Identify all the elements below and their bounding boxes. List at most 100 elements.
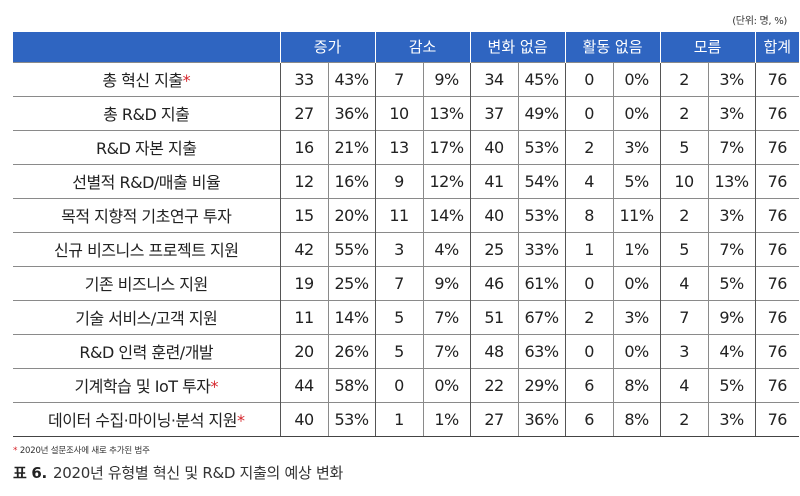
count-cell: 27: [469, 401, 519, 437]
percent-cell: 17%: [422, 129, 471, 164]
unit-label: (단위: 명, %): [732, 16, 787, 27]
count-cell: 10: [374, 95, 424, 130]
percent-cell: 14%: [422, 197, 471, 232]
caption-text: 2020년 유형별 혁신 및 R&D 지출의 예상 변화: [52, 464, 343, 482]
count-cell: 2: [659, 61, 709, 96]
count-cell: 27: [279, 95, 328, 130]
percent-cell: 3%: [707, 95, 756, 130]
count-cell: 22: [469, 367, 519, 402]
total-cell: 76: [754, 129, 800, 164]
percent-cell: 8%: [612, 367, 661, 402]
header-decrease: 감소: [374, 32, 471, 62]
count-cell: 0: [564, 95, 614, 130]
count-cell: 10: [659, 163, 709, 198]
percent-cell: 3%: [612, 129, 661, 164]
count-cell: 46: [469, 265, 519, 300]
header-label-cell: [13, 32, 280, 62]
count-cell: 16: [279, 129, 328, 164]
count-cell: 51: [469, 299, 519, 334]
percent-cell: 4%: [422, 231, 471, 266]
table-row: 기술 서비스/고객 지원 11 14% 5 7% 51 67% 2 3% 7 9% 76: [13, 299, 800, 334]
count-cell: 4: [659, 367, 709, 402]
count-cell: 1: [564, 231, 614, 266]
header-total: 합계: [754, 32, 800, 62]
caption-tag: 표 6.: [13, 464, 47, 482]
percent-cell: 0%: [612, 95, 661, 130]
percent-cell: 5%: [707, 265, 756, 300]
count-cell: 2: [564, 299, 614, 334]
count-cell: 5: [374, 299, 424, 334]
row-label-text: 신규 비즈니스 프로젝트 지원: [54, 241, 239, 260]
new-category-star: *: [182, 71, 191, 90]
percent-cell: 49%: [517, 95, 566, 130]
count-cell: 40: [469, 197, 519, 232]
count-cell: 5: [374, 333, 424, 368]
percent-cell: 1%: [422, 401, 471, 437]
percent-cell: 3%: [707, 197, 756, 232]
count-cell: 4: [659, 265, 709, 300]
row-label-text: 선별적 R&D/매출 비율: [72, 173, 221, 192]
count-cell: 11: [374, 197, 424, 232]
percent-cell: 16%: [327, 163, 376, 198]
table-row: 총 혁신 지출* 33 43% 7 9% 34 45% 0 0% 2 3% 76: [13, 61, 800, 96]
row-label: 총 R&D 지출: [13, 95, 280, 130]
percent-cell: 7%: [422, 333, 471, 368]
table-row: 신규 비즈니스 프로젝트 지원 42 55% 3 4% 25 33% 1 1% 5 7% 76: [13, 231, 800, 266]
row-label-text: 총 혁신 지출: [102, 71, 183, 90]
percent-cell: 7%: [707, 231, 756, 266]
percent-cell: 53%: [517, 197, 566, 232]
count-cell: 25: [469, 231, 519, 266]
count-cell: 3: [659, 333, 709, 368]
percent-cell: 36%: [327, 95, 376, 130]
percent-cell: 8%: [612, 401, 661, 437]
count-cell: 2: [564, 129, 614, 164]
count-cell: 11: [279, 299, 328, 334]
count-cell: 40: [469, 129, 519, 164]
total-cell: 76: [754, 299, 800, 334]
percent-cell: 0%: [612, 333, 661, 368]
row-label-text: 기계학습 및 IoT 투자: [74, 377, 211, 396]
percent-cell: 36%: [517, 401, 566, 437]
percent-cell: 43%: [327, 61, 376, 96]
count-cell: 40: [279, 401, 328, 437]
row-label-text: 기존 비즈니스 지원: [84, 275, 208, 294]
row-label: R&D 인력 훈련/개발: [13, 333, 280, 368]
row-label: 데이터 수집·마이닝·분석 지원*: [13, 401, 280, 437]
percent-cell: 5%: [612, 163, 661, 198]
percent-cell: 9%: [422, 265, 471, 300]
percent-cell: 4%: [707, 333, 756, 368]
count-cell: 42: [279, 231, 328, 266]
row-label-text: 총 R&D 지출: [103, 105, 190, 124]
count-cell: 0: [564, 265, 614, 300]
row-label-text: 목적 지향적 기초연구 투자: [61, 207, 232, 226]
table-row: R&D 인력 훈련/개발 20 26% 5 7% 48 63% 0 0% 3 4% 76: [13, 333, 800, 368]
table-row: 목적 지향적 기초연구 투자 15 20% 11 14% 40 53% 8 11% 2 3% 76: [13, 197, 800, 232]
count-cell: 5: [659, 129, 709, 164]
row-label: 목적 지향적 기초연구 투자: [13, 197, 280, 232]
count-cell: 5: [659, 231, 709, 266]
count-cell: 2: [659, 401, 709, 437]
total-cell: 76: [754, 163, 800, 198]
percent-cell: 58%: [327, 367, 376, 402]
table-row: 선별적 R&D/매출 비율 12 16% 9 12% 41 54% 4 5% 10 13% 76: [13, 163, 800, 198]
percent-cell: 3%: [612, 299, 661, 334]
table-row: 총 R&D 지출 27 36% 10 13% 37 49% 0 0% 2 3% 76: [13, 95, 800, 130]
percent-cell: 9%: [422, 61, 471, 96]
row-label-text: 기술 서비스/고객 지원: [75, 309, 218, 328]
percent-cell: 12%: [422, 163, 471, 198]
count-cell: 1: [374, 401, 424, 437]
total-cell: 76: [754, 197, 800, 232]
new-category-star: *: [236, 411, 245, 430]
percent-cell: 7%: [707, 129, 756, 164]
header-unknown: 모름: [659, 32, 756, 62]
count-cell: 41: [469, 163, 519, 198]
count-cell: 0: [564, 333, 614, 368]
count-cell: 7: [659, 299, 709, 334]
percent-cell: 1%: [612, 231, 661, 266]
footnote-text: 2020년 설문조사에 새로 추가된 범주: [17, 446, 150, 456]
percent-cell: 53%: [327, 401, 376, 437]
row-label: 기술 서비스/고객 지원: [13, 299, 280, 334]
count-cell: 12: [279, 163, 328, 198]
count-cell: 15: [279, 197, 328, 232]
header-row: 증가 감소 변화 없음 활동 없음 모름 합계: [13, 32, 800, 62]
